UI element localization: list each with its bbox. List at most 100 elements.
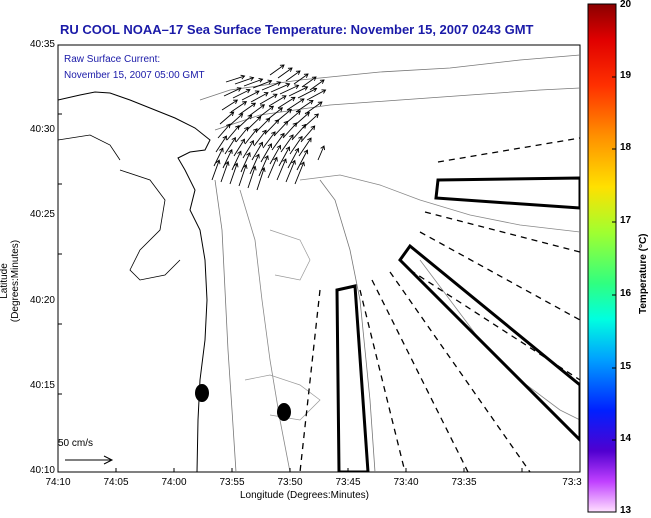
current-vector — [213, 147, 224, 167]
current-vector — [271, 133, 285, 151]
scale-label: 50 cm/s — [58, 438, 94, 449]
current-vector-head — [267, 79, 273, 85]
current-vector — [225, 75, 245, 83]
x-tick-label: 73:40 — [393, 477, 419, 488]
current-vector-head — [233, 99, 239, 104]
current-vector — [229, 163, 238, 185]
current-vector-head — [242, 101, 248, 106]
current-vector — [222, 149, 233, 169]
current-vector — [298, 137, 312, 157]
current-vector-head — [281, 95, 287, 100]
current-vector — [278, 146, 290, 167]
current-vector-head — [226, 123, 231, 129]
current-vector — [260, 143, 272, 163]
y-axis-label: Latitude (Degrees:Minutes) — [0, 239, 21, 323]
colorbar-tick-label: 17 — [620, 215, 632, 226]
current-vector — [302, 113, 319, 129]
current-vector — [294, 161, 305, 185]
y-tick-label: 40:20 — [29, 295, 55, 306]
current-vector — [276, 158, 287, 181]
current-vector-head — [301, 123, 307, 129]
coastline — [58, 91, 211, 472]
current-vector — [293, 112, 310, 127]
current-vector-head — [240, 74, 246, 80]
current-vector — [267, 157, 278, 179]
current-vector-head — [307, 137, 312, 143]
current-vector-head — [219, 147, 224, 153]
current-vector-head — [317, 101, 323, 106]
x-axis-label: Longitude (Degrees:Minutes) — [240, 490, 369, 501]
current-vector-head — [273, 156, 278, 162]
contour-2 — [214, 87, 580, 131]
current-vector — [269, 145, 281, 165]
current-vector — [243, 78, 263, 87]
current-vector — [239, 102, 256, 115]
current-vector-head — [237, 150, 242, 156]
x-tick-label: 73:50 — [277, 477, 303, 488]
current-vector — [269, 64, 285, 76]
colorbar-tick-label: 13 — [620, 505, 632, 516]
contour-5 — [239, 189, 291, 472]
contour-4 — [214, 179, 237, 472]
current-vector — [295, 100, 314, 113]
current-vector-head — [233, 162, 239, 168]
current-vector-head — [279, 64, 285, 69]
colorbar-ticks — [612, 76, 616, 441]
colorbar-tick-label: 20 — [620, 0, 632, 10]
contour-1 — [199, 54, 580, 101]
current-vector — [231, 151, 242, 171]
current-vector-head — [303, 86, 309, 91]
colorbar-tick-label: 18 — [620, 142, 632, 153]
x-tick-label: 73:55 — [219, 477, 245, 488]
colorbar-title: Temperature (°C) — [638, 233, 649, 315]
x-tick-label: 73:45 — [335, 477, 361, 488]
current-vector — [238, 164, 247, 187]
current-vector — [221, 99, 238, 111]
y-tick-label: 40:10 — [29, 465, 55, 476]
current-vector-head — [264, 155, 269, 161]
current-label: Raw Surface Current: — [64, 54, 161, 65]
current-vector — [226, 125, 240, 141]
axis-ticks — [58, 113, 523, 472]
current-vector-head — [310, 125, 316, 131]
current-vector — [234, 77, 254, 85]
current-vector-head — [291, 159, 296, 165]
current-vector-head — [251, 102, 257, 108]
current-vector-head — [294, 84, 300, 89]
current-vector-head — [278, 107, 283, 112]
scale-arrow — [65, 455, 114, 465]
current-vector-head — [311, 76, 317, 81]
colorbar-tick-label: 15 — [620, 361, 632, 372]
current-vector-head — [224, 160, 230, 166]
colorbar-tick-label: 19 — [620, 70, 632, 81]
colorbar-tick-label: 14 — [620, 433, 632, 444]
contour-8 — [269, 229, 311, 281]
current-vector-head — [245, 88, 251, 94]
current-vector — [297, 88, 317, 99]
current-vector — [300, 125, 316, 143]
current-vector — [270, 83, 290, 93]
current-vector — [266, 107, 283, 121]
plot-frame — [57, 44, 581, 473]
current-vector-head — [228, 148, 233, 154]
current-vector — [259, 93, 278, 105]
current-vector — [233, 139, 245, 157]
current-vector — [287, 148, 299, 169]
current-vector-head — [272, 93, 278, 99]
current-vector-head — [312, 87, 318, 93]
current-vector-head — [280, 132, 285, 138]
current-vector-head — [240, 138, 245, 144]
exclusion-zones — [335, 176, 580, 472]
current-vector — [224, 137, 236, 155]
map-title: RU COOL NOAA–17 Sea Surface Temperature:… — [60, 22, 534, 37]
current-vector-head — [258, 141, 263, 147]
current-vector — [285, 160, 296, 183]
current-vector-head — [267, 143, 272, 148]
current-vector — [244, 128, 258, 145]
current-vector — [246, 116, 261, 131]
current-vector — [232, 89, 251, 99]
current-vector — [219, 111, 234, 125]
current-vector-head — [320, 145, 325, 151]
current-vector-head — [294, 147, 300, 153]
current-vector — [256, 167, 265, 191]
